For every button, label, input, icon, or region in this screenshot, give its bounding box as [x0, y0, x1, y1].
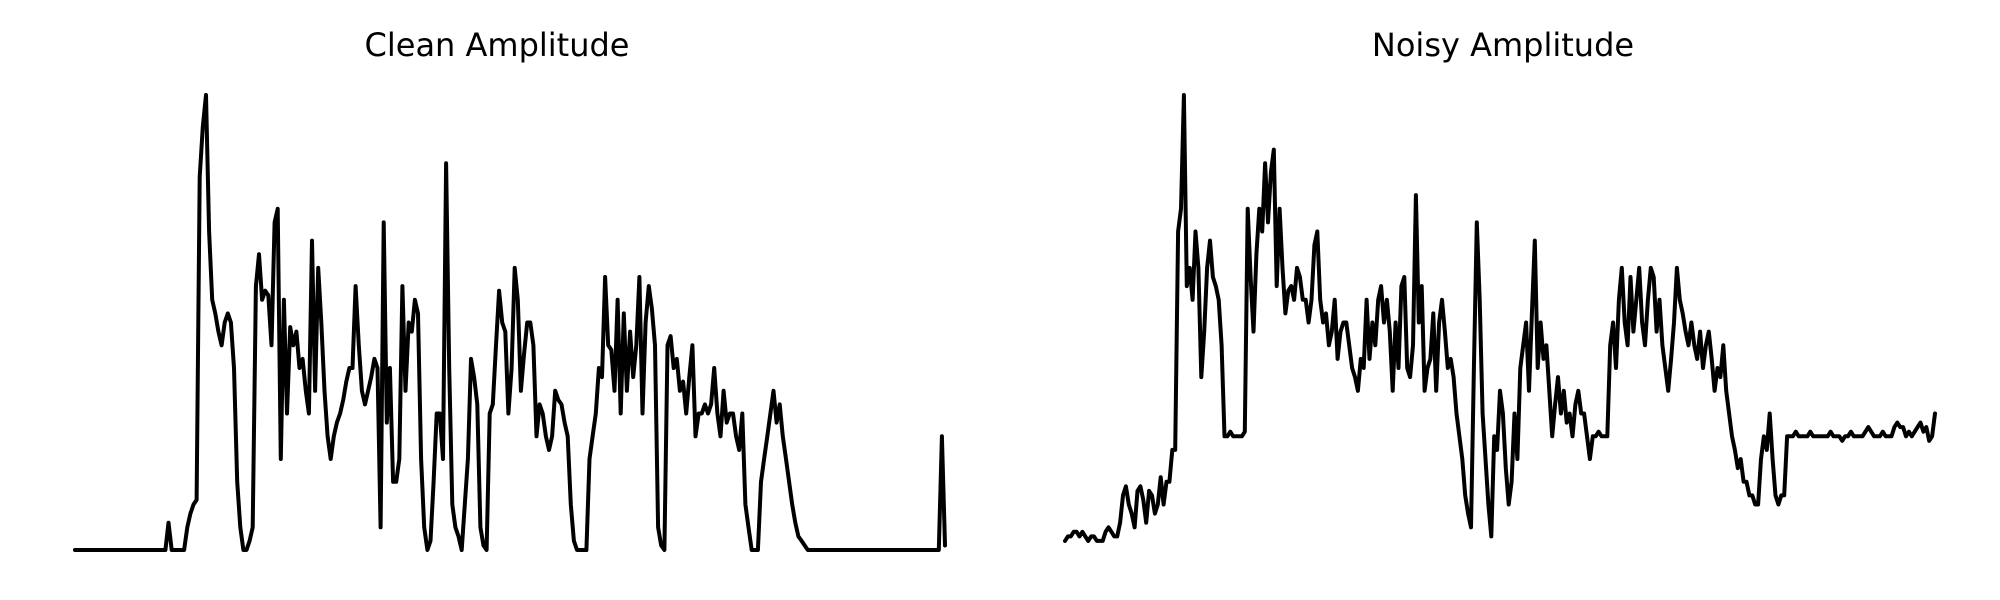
series-line-noisy-amplitude [1063, 93, 1937, 543]
series-line-clean-amplitude [73, 93, 947, 552]
chart-clean-amplitude: Clean Amplitude [73, 26, 947, 552]
chart-title-noisy: Noisy Amplitude [1372, 26, 1634, 64]
chart-title-clean: Clean Amplitude [365, 26, 630, 64]
chart-noisy-amplitude: Noisy Amplitude [1063, 26, 1937, 543]
